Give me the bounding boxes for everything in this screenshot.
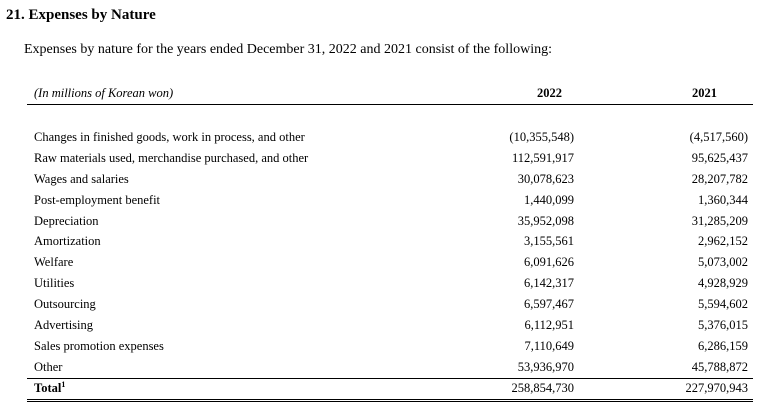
table-row: Raw materials used, merchandise purchase… — [27, 148, 753, 169]
row-value-2022: 6,142,317 — [524, 276, 574, 291]
table-row: Utilities 6,142,317 4,928,929 — [27, 273, 753, 294]
row-value-2021: 2,962,152 — [698, 234, 748, 249]
table-row: Advertising 6,112,951 5,376,015 — [27, 315, 753, 336]
table-row: Post-employment benefit 1,440,099 1,360,34… — [27, 190, 753, 211]
expenses-table: (In millions of Korean won) 2022 2021 Ch… — [27, 80, 753, 402]
table-row: Outsourcing 6,597,467 5,594,602 — [27, 294, 753, 315]
row-value-2022: 6,091,626 — [524, 255, 574, 270]
row-value-2021: 5,376,015 — [698, 317, 748, 332]
row-value-2021: 28,207,782 — [691, 171, 748, 186]
total-value-2022: 258,854,730 — [463, 377, 610, 402]
row-value-2021: 4,928,929 — [698, 276, 748, 291]
row-label: Amortization — [34, 234, 101, 249]
row-value-2022: 53,936,970 — [517, 359, 574, 374]
row-label: Outsourcing — [34, 297, 96, 312]
row-label: Welfare — [34, 255, 74, 270]
total-row: Total1 258,854,730 227,970,943 — [27, 377, 753, 402]
row-value-2022: 35,952,098 — [517, 213, 574, 228]
section-title: 21. Expenses by Nature — [6, 7, 156, 23]
table-row: Wages and salaries 30,078,623 28,207,782 — [27, 169, 753, 190]
row-label: Raw materials used, merchandise purchase… — [34, 150, 309, 165]
total-label: Total — [34, 381, 62, 396]
row-label: Utilities — [34, 276, 75, 291]
column-header-2022: 2022 — [463, 80, 610, 105]
row-value-2021: 1,360,344 — [698, 192, 748, 207]
column-header-2021: 2021 — [610, 80, 753, 105]
table-row: Other 53,936,970 45,788,872 — [27, 357, 753, 378]
table-row: Amortization 3,155,561 2,962,152 — [27, 231, 753, 252]
table-spacer-row — [27, 105, 753, 128]
section-intro: Expenses by nature for the years ended D… — [24, 42, 552, 57]
row-value-2021: 95,625,437 — [691, 150, 748, 165]
row-label: Wages and salaries — [34, 171, 129, 186]
row-label: Changes in finished goods, work in proce… — [34, 129, 305, 144]
row-value-2022: 112,591,917 — [511, 150, 574, 165]
table-row: Changes in finished goods, work in proce… — [27, 127, 753, 148]
table-header-row: (In millions of Korean won) 2022 2021 — [27, 80, 753, 105]
row-value-2021: 31,285,209 — [691, 213, 748, 228]
row-label: Other — [34, 359, 63, 374]
row-value-2021: 5,594,602 — [698, 297, 748, 312]
row-value-2021: 5,073,002 — [698, 255, 748, 270]
row-value-2022: 6,112,951 — [524, 317, 574, 332]
row-value-2021: 6,286,159 — [698, 338, 748, 353]
total-footnote-marker: 1 — [61, 380, 66, 390]
row-value-2021: (4,517,560) — [689, 129, 748, 144]
total-value-2021: 227,970,943 — [610, 377, 753, 402]
row-value-2022: 6,597,467 — [524, 297, 574, 312]
row-value-2021: 45,788,872 — [691, 359, 748, 374]
row-label: Sales promotion expenses — [34, 338, 164, 353]
row-label: Depreciation — [34, 213, 99, 228]
unit-label: (In millions of Korean won) — [27, 80, 463, 105]
row-value-2022: 1,440,099 — [524, 192, 574, 207]
table-row: Sales promotion expenses 7,110,649 6,286,1… — [27, 336, 753, 357]
total-label-cell: Total1 — [27, 377, 463, 402]
table-body: Changes in finished goods, work in proce… — [27, 105, 753, 402]
row-value-2022: 3,155,561 — [524, 234, 574, 249]
row-value-2022: (10,355,548) — [509, 129, 574, 144]
table-row: Depreciation 35,952,098 31,285,209 — [27, 211, 753, 232]
row-label: Post-employment benefit — [34, 192, 161, 207]
row-value-2022: 30,078,623 — [517, 171, 574, 186]
expenses-table-container: (In millions of Korean won) 2022 2021 Ch… — [27, 80, 753, 402]
table-row: Welfare 6,091,626 5,073,002 — [27, 252, 753, 273]
row-label: Advertising — [34, 317, 94, 332]
row-value-2022: 7,110,649 — [524, 338, 574, 353]
